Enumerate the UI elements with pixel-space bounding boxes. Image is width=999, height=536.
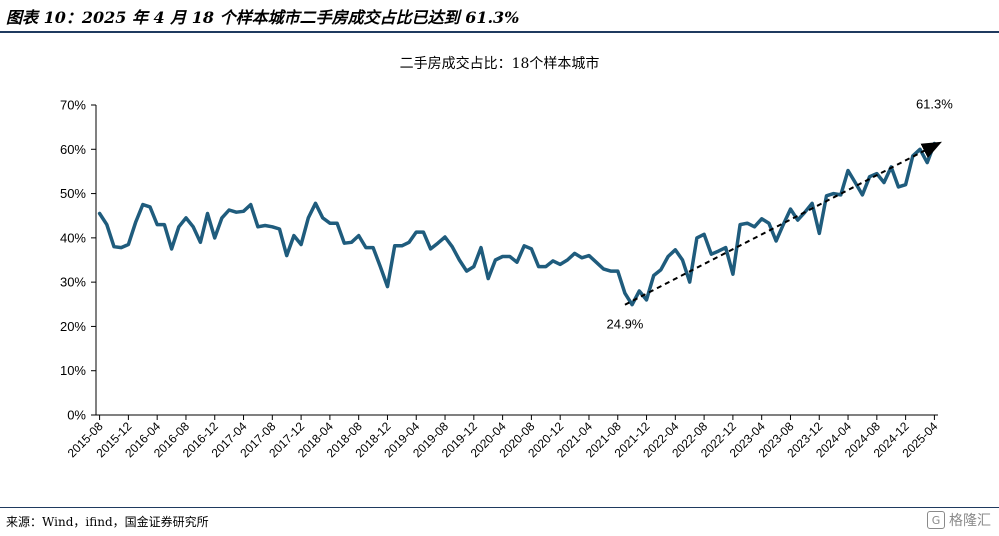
y-tick-label: 30% bbox=[60, 275, 86, 290]
data-label: 61.3% bbox=[916, 97, 953, 112]
trend-arrow bbox=[624, 141, 942, 306]
y-tick-label: 50% bbox=[60, 186, 86, 201]
title-rule bbox=[0, 31, 999, 33]
figure-title: 图表 10：2025 年 4 月 18 个样本城市二手房成交占比已达到 61.3… bbox=[6, 8, 520, 27]
y-tick-label: 0% bbox=[67, 408, 86, 423]
y-tick-label: 20% bbox=[60, 319, 86, 334]
series-line bbox=[97, 141, 937, 307]
footer-rule bbox=[0, 507, 999, 508]
y-tick-label: 10% bbox=[60, 363, 86, 378]
chart-title: 二手房成交占比：18个样本城市 bbox=[399, 56, 600, 72]
data-label: 24.9% bbox=[607, 317, 644, 332]
watermark-logo-icon: G bbox=[927, 511, 945, 529]
y-tick-label: 60% bbox=[60, 142, 86, 157]
watermark: G 格隆汇 bbox=[927, 510, 991, 530]
watermark-text: 格隆汇 bbox=[949, 513, 991, 529]
y-tick-label: 40% bbox=[60, 230, 86, 245]
source-note: 来源：Wind，ifind，国金证券研究所 bbox=[6, 515, 209, 529]
y-tick-label: 70% bbox=[60, 98, 86, 113]
